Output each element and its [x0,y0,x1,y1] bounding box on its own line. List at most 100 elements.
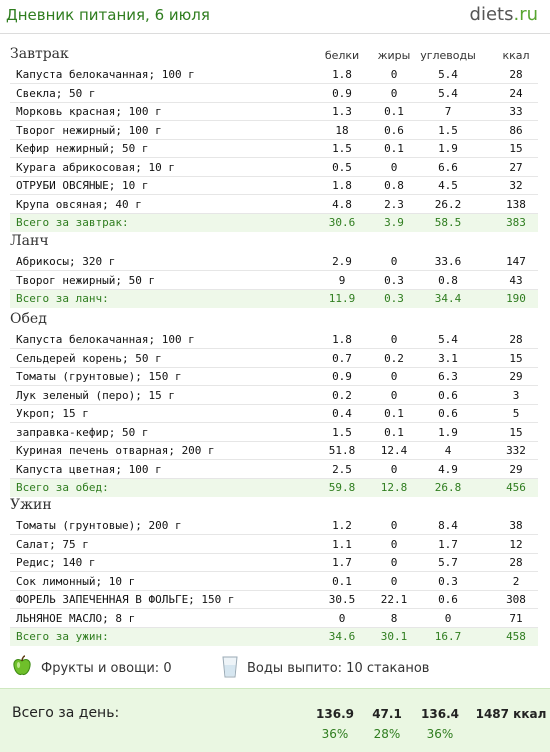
apple-icon [13,655,31,675]
food-name: Капуста белокачанная; 100 г [16,333,195,346]
fat-value: 0 [390,68,398,81]
food-row[interactable]: Морковь красная; 100 г 1.3 0.1 7 33 [10,103,538,121]
protein-value: 9 [338,273,346,287]
food-name: Всего за завтрак: [16,216,129,229]
kcal-value: 24 [509,86,523,100]
kcal-value: 190 [506,292,526,305]
column-protein: белки [324,49,360,62]
food-name: Сельдерей корень; 50 г [16,351,162,365]
kcal-value: 138 [506,197,526,211]
food-row[interactable]: заправка-кефир; 50 г 1.5 0.1 1.9 15 [10,424,538,442]
food-row[interactable]: Капуста белокачанная; 100 г 1.8 0 5.4 28 [10,66,538,84]
food-row[interactable]: Крупа овсяная; 40 г 4.8 2.3 26.2 138 [10,196,538,214]
food-row[interactable]: Кефир нежирный; 50 г 1.5 0.1 1.9 15 [10,140,538,158]
day-total-fat: 47.1 [372,707,402,721]
section-title-breakfast: Завтрак [10,46,69,62]
carbs-value: 0.3 [438,574,458,588]
food-row[interactable]: Сок лимонный; 10 г 0.1 0 0.3 2 [10,573,538,591]
protein-value: 11.9 [328,292,356,305]
food-row[interactable]: ОТРУБИ ОВСЯНЫЕ; 10 г 1.8 0.8 4.5 32 [10,177,538,195]
carbs-value: 1.9 [438,142,458,155]
fat-value: 8 [390,611,398,625]
site-logo[interactable]: diets.ru [470,4,538,25]
kcal-value: 15 [509,142,523,155]
section-title-dinner: Обед [10,311,47,327]
food-name: Крупа овсяная; 40 г [16,197,142,211]
carbs-value: 8.4 [438,519,458,532]
food-row[interactable]: Томаты (грунтовые); 150 г 0.9 0 6.3 29 [10,368,538,386]
fat-value: 12.4 [380,444,408,457]
food-row[interactable]: Куриная печень отварная; 200 г 51.8 12.4 4 3… [10,442,538,460]
fat-value: 0.3 [384,292,404,305]
carbs-value: 16.7 [434,630,462,643]
food-row[interactable]: Творог нежирный; 100 г 18 0.6 1.5 86 [10,122,538,140]
food-row[interactable]: Курага абрикосовая; 10 г 0.5 0 6.6 27 [10,159,538,177]
food-row[interactable]: Укроп; 15 г 0.4 0.1 0.6 5 [10,405,538,423]
food-row[interactable]: Капуста белокачанная; 100 г 1.8 0 5.4 28 [10,331,538,349]
food-name: Свекла; 50 г [16,86,96,100]
food-name: Всего за ланч: [16,292,109,305]
carbs-value: 6.6 [438,160,458,174]
carbs-value: 33.6 [434,255,462,268]
kcal-value: 5 [512,407,520,420]
food-row[interactable]: Свекла; 50 г 0.9 0 5.4 24 [10,85,538,103]
extras-bar: Фрукты и овощи: 0 Воды выпито: 10 стакан… [0,655,550,683]
protein-value: 0.1 [332,574,352,588]
food-name: Курага абрикосовая; 10 г [16,160,175,174]
food-row[interactable]: ЛЬНЯНОЕ МАСЛО; 8 г 0 8 0 71 [10,610,538,628]
food-row[interactable]: Капуста цветная; 100 г 2.5 0 4.9 29 [10,461,538,479]
food-name: Куриная печень отварная; 200 г [16,444,215,457]
food-name: Сок лимонный; 10 г [16,574,136,588]
protein-value: 1.8 [332,333,352,346]
meal-total-dinner: Всего за обед: 59.8 12.8 26.8 456 [10,479,538,497]
fat-value: 3.9 [384,216,404,229]
food-row[interactable]: ФОРЕЛЬ ЗАПЕЧЕННАЯ В ФОЛЬГЕ; 150 г 30.5 22.… [10,591,538,609]
protein-value: 18 [335,123,349,137]
food-row[interactable]: Салат; 75 г 1.1 0 1.7 12 [10,536,538,554]
kcal-value: 456 [506,481,526,494]
food-row[interactable]: Сельдерей корень; 50 г 0.7 0.2 3.1 15 [10,350,538,368]
carbs-value: 4.9 [438,462,458,476]
protein-value: 1.5 [332,142,352,155]
carbs-value: 0.6 [438,388,458,402]
protein-value: 0.2 [332,388,352,402]
fat-value: 0 [390,370,398,383]
column-headers: белки жиры углеводы ккал [10,48,538,64]
food-row[interactable]: Томаты (грунтовые); 200 г 1.2 0 8.4 38 [10,517,538,535]
kcal-value: 28 [509,333,523,346]
fat-value: 22.1 [380,593,408,606]
carbs-value: 6.3 [438,370,458,383]
fat-value: 0.8 [384,179,404,192]
day-carbs-percent: 36% [426,727,454,741]
protein-value: 59.8 [328,481,356,494]
carbs-value: 1.5 [438,123,458,137]
carbs-value: 1.9 [438,425,458,439]
kcal-value: 458 [506,630,526,643]
carbs-value: 5.4 [438,86,458,100]
food-row[interactable]: Абрикосы; 320 г 2.9 0 33.6 147 [10,253,538,271]
protein-value: 4.8 [332,197,352,211]
food-name: Томаты (грунтовые); 200 г [16,519,182,532]
food-row[interactable]: Редис; 140 г 1.7 0 5.7 28 [10,554,538,572]
water-count: Воды выпито: 10 стаканов [247,661,430,676]
food-row[interactable]: Лук зеленый (перо); 15 г 0.2 0 0.6 3 [10,387,538,405]
column-fat: жиры [377,49,411,62]
protein-value: 1.5 [332,425,352,439]
fat-value: 0 [390,519,398,532]
protein-value: 51.8 [328,444,356,457]
kcal-value: 308 [506,593,526,606]
kcal-value: 43 [509,273,523,287]
carbs-value: 0.6 [438,407,458,420]
fat-value: 0.1 [384,425,404,439]
food-name: ФОРЕЛЬ ЗАПЕЧЕННАЯ В ФОЛЬГЕ; 150 г [16,593,235,606]
protein-value: 1.7 [332,556,352,569]
food-row[interactable]: Творог нежирный; 50 г 9 0.3 0.8 43 [10,272,538,290]
carbs-value: 3.1 [438,351,458,365]
food-name: заправка-кефир; 50 г [16,425,149,439]
meal-total-breakfast: Всего за завтрак: 30.6 3.9 58.5 383 [10,214,538,232]
fat-value: 0 [390,388,398,402]
food-name: Салат; 75 г [16,537,89,551]
food-name: Капуста цветная; 100 г [16,462,162,476]
meal-total-supper: Всего за ужин: 34.6 30.1 16.7 458 [10,628,538,646]
carbs-value: 4.5 [438,179,458,192]
